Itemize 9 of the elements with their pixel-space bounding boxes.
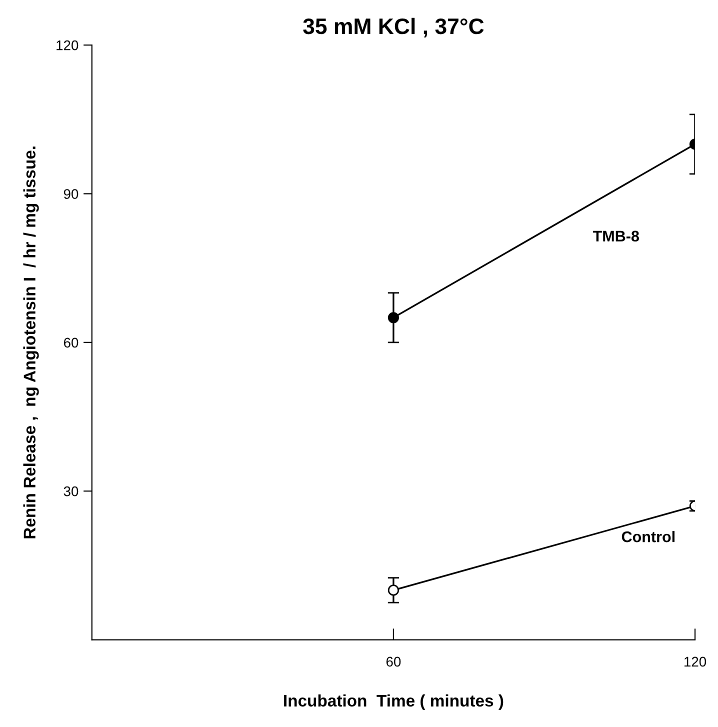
x-axis-title: Incubation Time ( minutes ) [284, 694, 504, 710]
y-tick-label: 120 [56, 40, 78, 50]
series-label: TMB-8 [592, 230, 639, 242]
chart-title: 35 mM KCl , 37°C [303, 18, 484, 38]
y-tick-label: 90 [64, 189, 78, 199]
y-tick-label: 60 [64, 338, 78, 348]
y-tick-label: 30 [64, 486, 78, 496]
series-label: Control [622, 530, 674, 542]
y-axis-title: Renin Release , ng Angiotensin I / hr / mg tissue. [23, 146, 39, 538]
